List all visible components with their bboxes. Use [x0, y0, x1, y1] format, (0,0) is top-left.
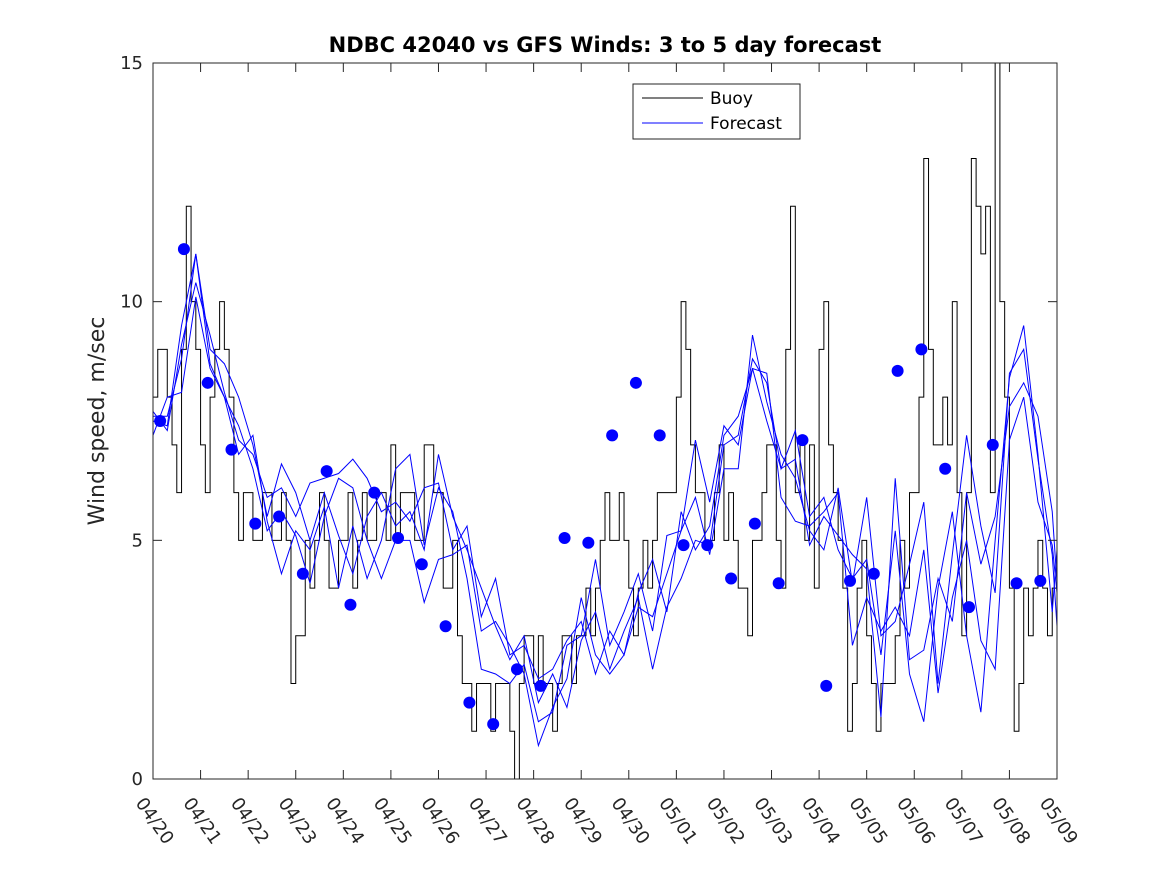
forecast-marker [939, 462, 952, 475]
buoy-line [153, 62, 1058, 780]
forecast-marker [415, 558, 428, 571]
forecast-marker [487, 718, 500, 731]
forecast-marker [177, 243, 190, 256]
legend: Buoy Forecast [632, 83, 801, 140]
forecast-marker [725, 572, 738, 585]
forecast-marker [1010, 577, 1023, 590]
forecast-marker [463, 696, 476, 709]
forecast-marker [748, 517, 761, 530]
forecast-marker [820, 679, 833, 692]
forecast-marker [962, 601, 975, 614]
chart-title: NDBC 42040 vs GFS Winds: 3 to 5 day fore… [329, 33, 882, 57]
forecast-marker [915, 343, 928, 356]
axes-box [152, 62, 1058, 780]
forecast-marker [510, 663, 523, 676]
y-axis: 0 5 10 15 [120, 53, 1057, 790]
legend-forecast-label: Forecast [710, 114, 782, 134]
forecast-marker [320, 465, 333, 478]
forecast-marker [653, 429, 666, 442]
axes-background [153, 63, 1057, 779]
y-tick-label: 10 [120, 292, 143, 313]
forecast-marker [796, 434, 809, 447]
forecast-marker [606, 429, 619, 442]
forecast-line [152, 253, 1058, 722]
forecast-marker [867, 567, 880, 580]
forecast-series [152, 253, 1058, 748]
forecast-marker [629, 376, 642, 389]
forecast-marker [249, 517, 262, 530]
forecast-marker [772, 577, 785, 590]
forecast-line [152, 296, 1058, 723]
forecast-marker [677, 539, 690, 552]
forecast-marker [368, 486, 381, 499]
forecast-marker [891, 364, 904, 377]
forecast-marker [986, 438, 999, 451]
forecast-marker [273, 510, 286, 523]
y-tick-label: 5 [132, 530, 143, 551]
y-tick-label: 15 [120, 53, 143, 74]
forecast-marker [582, 536, 595, 549]
forecast-line [152, 282, 1058, 694]
forecast-marker [296, 567, 309, 580]
y-axis-label: Wind speed, m/sec [85, 317, 110, 526]
legend-buoy-label: Buoy [710, 89, 753, 109]
buoy-series [153, 62, 1058, 780]
forecast-marker [534, 679, 547, 692]
forecast-marker [439, 620, 452, 633]
forecast-line [153, 253, 1058, 748]
forecast-marker [225, 443, 238, 456]
forecast-marker [392, 531, 405, 544]
legend-box [632, 83, 801, 140]
forecast-marker [154, 415, 167, 427]
forecast-marker [844, 574, 857, 587]
forecast-marker [1034, 574, 1047, 587]
forecast-marker [558, 531, 571, 544]
forecast-marker [344, 598, 357, 611]
y-tick-label: 0 [132, 769, 143, 790]
plot-area [152, 62, 1058, 780]
forecast-marker [201, 376, 214, 389]
forecast-marker [701, 539, 714, 552]
forecast-markers [154, 243, 1047, 731]
